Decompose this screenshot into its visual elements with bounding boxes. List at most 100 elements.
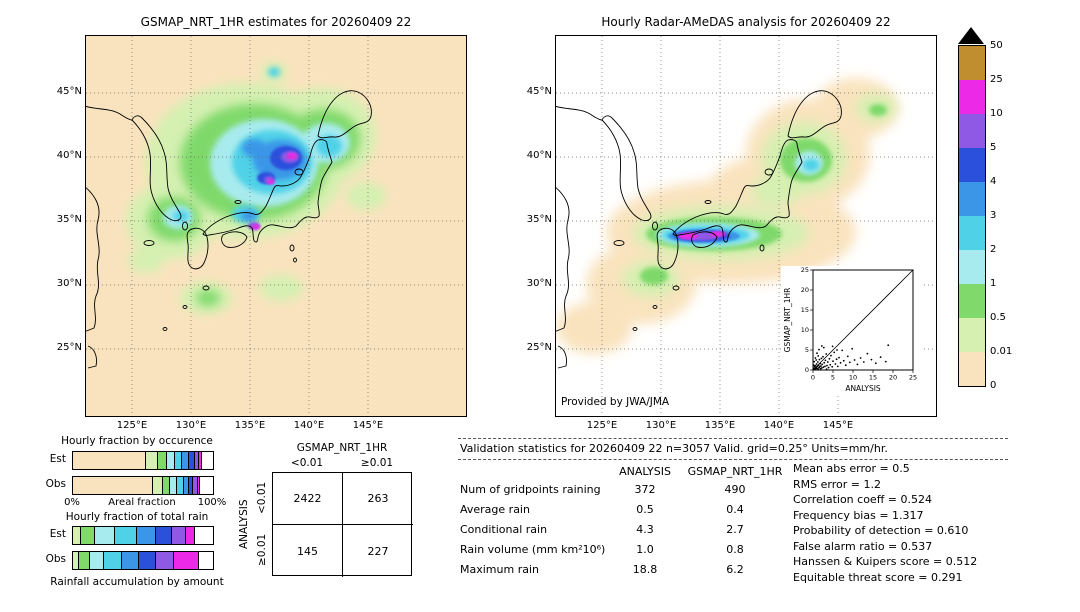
colorbar-tick-label: 4 (990, 176, 997, 187)
lon-tick-label: 125°E (586, 420, 618, 431)
validation-table-row: Num of gridpoints raining 372 490 (460, 479, 792, 499)
stat-line: False alarm ratio = 0.537 (793, 539, 933, 553)
colorbar-tick-label: 50 (990, 40, 1003, 51)
colorbar-tick-label: 3 (990, 210, 997, 221)
bar-segment-palegreen (145, 452, 159, 469)
bar-segment-violet (155, 552, 174, 569)
validation-cell: Average rain (460, 502, 530, 516)
colorbar-tick-label: 25 (990, 74, 1003, 85)
lat-tick-label: 45°N (56, 86, 82, 97)
svg-text:5: 5 (831, 374, 835, 382)
validation-cell: 2.7 (726, 522, 744, 536)
bar-segment-magenta (186, 527, 195, 544)
lon-tick-label: 135°E (704, 420, 736, 431)
svg-text:10: 10 (801, 326, 809, 334)
bar-segment-lightcyan (169, 477, 177, 494)
bar-segment-peach (73, 452, 146, 469)
svg-text:15: 15 (869, 374, 877, 382)
colorbar-segment-green (959, 284, 985, 318)
lat-tick-label: 30°N (526, 278, 552, 289)
bar-segment-blue (155, 527, 173, 544)
validation-cell: 6.2 (726, 562, 744, 576)
colorbar-tick-label: 0 (990, 380, 997, 391)
bar-segment-palegreen (73, 552, 79, 569)
contingency-row-label-ge: ≥0.01 (256, 533, 268, 567)
bar-segment-white (194, 527, 213, 544)
contingency-cell-hit: 227 (367, 544, 389, 558)
scatter-inset: 0 0 5 5 10 10 15 15 20 20 25 25 ANALYSIS GSMAP_NRT_… (781, 266, 921, 394)
lat-tick-label: 40°N (526, 150, 552, 161)
colorbar-segments (958, 45, 986, 387)
occurrence-est-bar (72, 451, 214, 470)
svg-text:0: 0 (811, 374, 815, 382)
lat-tick-label: 40°N (56, 150, 82, 161)
radar-analysis-map: Hourly Radar-AMeDAS analysis for 2026040… (527, 15, 937, 431)
svg-text:0: 0 (805, 366, 809, 374)
validation-cell: Conditional rain (460, 522, 548, 536)
validation-header: Validation statistics for 20260409 22 n=… (458, 439, 1008, 460)
validation-cell: 4.3 (636, 522, 654, 536)
colorbar-tick-label: 0.5 (990, 312, 1006, 323)
validation-cell: 0.5 (636, 502, 654, 516)
bar-segment-green (158, 452, 167, 469)
bar-segment-cyan (114, 527, 138, 544)
colorbar-segment-palegreen (959, 318, 985, 352)
validation-table-body: Num of gridpoints raining 372 490 Average r… (460, 479, 792, 579)
contingency-grid: 2422 263 145 227 (272, 472, 413, 577)
bar-segment-medblue (182, 452, 190, 469)
contingency-table: GSMAP_NRT_1HR <0.01 ≥0.01 ANALYSIS <0.01… (232, 440, 432, 590)
occurrence-obs-bar (72, 476, 214, 495)
coastlines (86, 90, 372, 369)
contingency-row-group: ANALYSIS (238, 499, 250, 549)
bar-segment-peach (73, 477, 153, 494)
identity-line (812, 269, 914, 371)
colorbar-tick-label: 5 (990, 142, 997, 153)
svg-text:10: 10 (849, 374, 857, 382)
inset-ylabel: GSMAP_NRT_1HR (783, 288, 792, 353)
occurrence-chart-title: Hourly fraction by occurence (61, 435, 213, 447)
stat-line: Mean abs error = 0.5 (793, 462, 910, 475)
bar-segment-violet (193, 477, 198, 494)
bar-segment-green (162, 477, 170, 494)
bar-segment-blue (189, 452, 195, 469)
lon-tick-label: 135°E (234, 420, 266, 431)
bar-segment-green (78, 552, 90, 569)
gsmap-estimate-map: GSMAP_NRT_1HR estimates for 20260409 22 (57, 15, 467, 431)
colorbar-segment-mustard (959, 46, 985, 80)
areal-fraction-min: 0% (64, 497, 80, 508)
bar-segment-cyan (103, 552, 122, 569)
svg-text:25: 25 (909, 374, 917, 382)
bar-segment-magenta (198, 452, 202, 469)
stat-line: Frequency bias = 1.317 (793, 508, 924, 522)
colorbar-segment-medblue (959, 182, 985, 216)
validation-cell: Rain volume (mm km²10⁶) (460, 542, 606, 556)
bar-segment-lightcyan (89, 552, 104, 569)
colorbar-segment-peach (959, 352, 985, 386)
bar-segment-white (198, 552, 213, 569)
fraction-charts: Hourly fraction by occurence Est Obs 0% … (30, 435, 260, 600)
bar-segment-white (201, 452, 213, 469)
bar-segment-palegreen (152, 477, 163, 494)
data-credit: Provided by JWA/JMA (561, 396, 670, 408)
total-obs-bar (72, 551, 214, 570)
coastlines (556, 90, 842, 369)
colorbar-segment-blue (959, 148, 985, 182)
stat-line: Correlation coeff = 0.524 (793, 493, 932, 506)
colorbar-tick-label: 10 (990, 108, 1003, 119)
lon-tick-label: 130°E (645, 420, 677, 431)
bar-segment-medblue (121, 552, 139, 569)
bar-segment-lightcyan (166, 452, 176, 469)
validation-col-gsmap: GSMAP_NRT_1HR (687, 464, 783, 478)
bar-segment-violet (172, 527, 187, 544)
bar-segment-magenta (197, 477, 201, 494)
colorbar-tick-label: 1 (990, 278, 997, 289)
total-obs-label: Obs (45, 553, 66, 565)
validation-cell: 0.4 (726, 502, 744, 516)
colorbar-tick-label: 2 (990, 244, 997, 255)
rain-layer-10 (252, 152, 297, 230)
validation-cell: Num of gridpoints raining (460, 482, 601, 496)
bar-segment-blue (138, 552, 156, 569)
colorbar-segment-cyan (959, 216, 985, 250)
lon-tick-label: 145°E (822, 420, 854, 431)
